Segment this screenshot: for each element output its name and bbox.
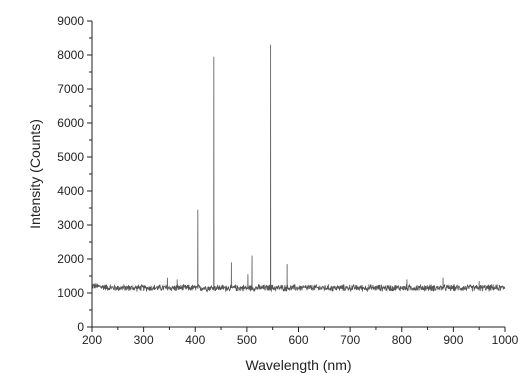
y-tick-label: 0: [77, 320, 84, 334]
y-tick-label: 9000: [57, 14, 84, 28]
x-tick-label: 900: [443, 333, 463, 347]
x-tick-label: 500: [237, 333, 257, 347]
y-tick-label: 4000: [57, 184, 84, 198]
y-axis: 0 1000 2000 3000 4000 5000 6000 7000 8000 9000: [57, 14, 93, 334]
x-tick-label: 700: [340, 333, 360, 347]
y-tick-label: 6000: [57, 116, 84, 130]
x-axis: 200 300 400 500 600 700 800 900 1000: [82, 326, 519, 347]
x-tick-label: 600: [288, 333, 308, 347]
y-tick-label: 3000: [57, 218, 84, 232]
x-tick-label: 1000: [492, 333, 519, 347]
plot-area: [91, 44, 506, 293]
y-tick-label: 5000: [57, 150, 84, 164]
x-tick-label: 400: [185, 333, 205, 347]
x-tick-label: 200: [82, 333, 102, 347]
x-tick-label: 300: [134, 333, 154, 347]
y-axis-label: Intensity (Counts): [27, 119, 43, 229]
x-axis-label: Wavelength (nm): [245, 357, 351, 373]
y-tick-label: 8000: [57, 48, 84, 62]
x-tick-label: 800: [392, 333, 412, 347]
y-tick-label: 7000: [57, 82, 84, 96]
spectrum-line: [91, 44, 506, 293]
y-tick-label: 2000: [57, 252, 84, 266]
y-tick-label: 1000: [57, 286, 84, 300]
